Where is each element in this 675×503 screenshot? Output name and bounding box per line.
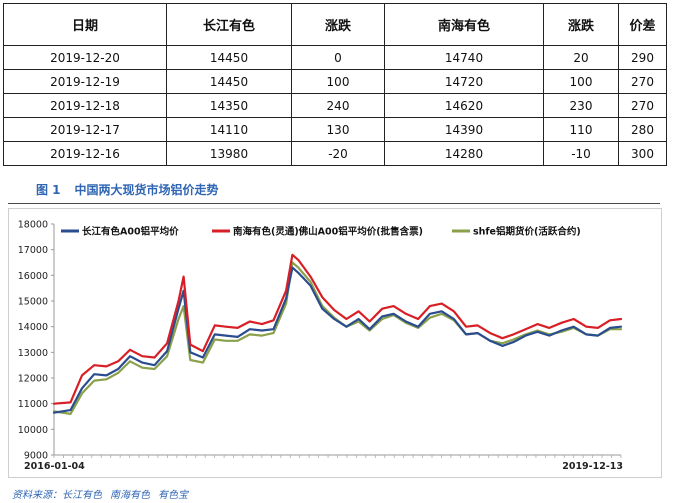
cell-date: 2019-12-17 [3,117,167,142]
chart-frame: 9000 10000 11000 12000 13000 14000 15000 16000 1… [8,208,662,478]
cell-spread: 280 [618,117,667,142]
legend-label: shfe铝期货价(活跃合约) [473,226,581,238]
y-tick-label: 17000 [18,245,48,256]
header-nanhai: 南海有色 [384,3,544,46]
cell-nanhai: 14390 [384,117,544,142]
cell-spread: 290 [618,45,667,70]
legend-label: 南海有色(灵通)佛山A00铝平均价(批售含票) [233,226,423,238]
y-tick-label: 10000 [18,425,48,436]
cell-spread: 300 [618,141,667,166]
header-changjiang: 长江有色 [166,3,292,46]
source-item: 有色宝 [158,490,188,501]
table-row: 2019-12-17 14110 130 14390 110 280 [3,117,667,142]
cell-spread: 270 [618,69,667,94]
table-header-row: 日期 长江有色 涨跌 南海有色 涨跌 价差 [3,3,667,46]
header-date: 日期 [3,3,167,46]
cell-change-2: 110 [543,117,619,142]
cell-changjiang: 14450 [166,45,292,70]
series-line-2 [52,261,623,415]
y-tick-label: 15000 [18,297,48,308]
cell-changjiang: 13980 [166,141,292,166]
cell-change-1: 240 [291,93,385,118]
x-end-label: 2019-12-13 [562,461,623,472]
cell-nanhai: 14720 [384,69,544,94]
cell-change-2: -10 [543,141,619,166]
legend-label: 长江有色A00铝平均价 [82,226,179,238]
cell-nanhai: 14620 [384,93,544,118]
y-tick-label: 11000 [18,399,48,410]
y-tick-label: 18000 [18,220,48,231]
cell-date: 2019-12-20 [3,45,167,70]
y-tick-label: 9000 [24,451,48,462]
cell-change-1: 130 [291,117,385,142]
header-change-1: 涨跌 [291,3,385,46]
cell-date: 2019-12-18 [3,93,167,118]
figure-number: 图 1 [36,183,61,197]
source-note: 资料来源：长江有色 南海有色 有色宝 [12,486,196,501]
y-tick-label: 13000 [18,348,48,359]
cell-change-2: 100 [543,69,619,94]
figure-title-text: 中国两大现货市场铝价走势 [74,183,219,197]
cell-change-1: 0 [291,45,385,70]
source-item: 南海有色 [110,490,150,501]
title-divider [8,203,660,204]
y-tick-label: 16000 [18,271,48,282]
table-row: 2019-12-18 14350 240 14620 230 270 [3,93,667,118]
cell-change-1: 100 [291,69,385,94]
cell-changjiang: 14110 [166,117,292,142]
aluminum-price-line-chart: 9000 10000 11000 12000 13000 14000 15000 16000 1… [18,220,623,473]
cell-change-2: 20 [543,45,619,70]
table-row: 2019-12-16 13980 -20 14280 -10 300 [3,141,667,166]
cell-change-1: -20 [291,141,385,166]
cell-changjiang: 14350 [166,93,292,118]
header-change-2: 涨跌 [543,3,619,46]
cell-nanhai: 14280 [384,141,544,166]
table-row: 2019-12-20 14450 0 14740 20 290 [3,45,667,70]
source-prefix: 资料来源： [12,490,62,501]
table-row: 2019-12-19 14450 100 14720 100 270 [3,69,667,94]
cell-date: 2019-12-19 [3,69,167,94]
header-spread: 价差 [618,3,667,46]
x-start-label: 2016-01-04 [24,461,85,472]
figure-title: 图 1 中国两大现货市场铝价走势 [36,181,219,198]
y-tick-label: 12000 [18,374,48,385]
source-item: 长江有色 [62,490,102,501]
series-line-0 [52,266,623,414]
cell-changjiang: 14450 [166,69,292,94]
series-line-1 [52,253,623,405]
cell-spread: 270 [618,93,667,118]
cell-nanhai: 14740 [384,45,544,70]
y-tick-label: 14000 [18,322,48,333]
cell-change-2: 230 [543,93,619,118]
cell-date: 2019-12-16 [3,141,167,166]
price-table: 日期 长江有色 涨跌 南海有色 涨跌 价差 2019-12-20 14450 0… [3,3,667,166]
